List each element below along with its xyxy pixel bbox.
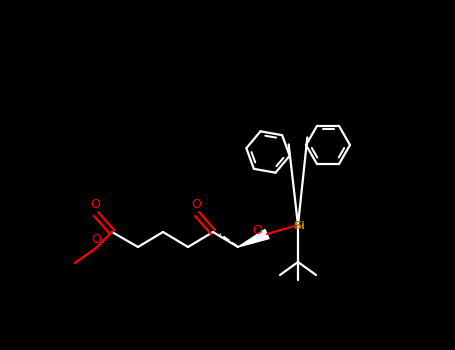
Text: O: O [252, 224, 262, 238]
Text: Si: Si [293, 221, 305, 231]
Text: O: O [91, 233, 101, 246]
Text: O: O [191, 198, 201, 211]
Polygon shape [238, 230, 269, 247]
Text: O: O [90, 198, 100, 211]
